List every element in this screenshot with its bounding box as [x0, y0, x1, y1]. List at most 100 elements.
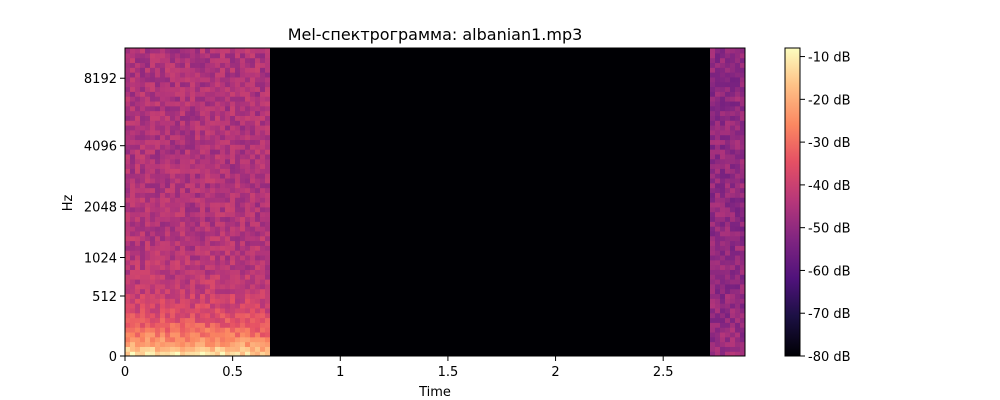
- heatmap-cell: [250, 211, 256, 218]
- heatmap-cell: [310, 327, 316, 333]
- heatmap-cell: [210, 240, 216, 246]
- heatmap-cell: [330, 254, 336, 261]
- heatmap-cell: [195, 322, 201, 328]
- heatmap-cell: [470, 177, 476, 184]
- heatmap-cell: [225, 125, 231, 131]
- heatmap-cell: [355, 96, 361, 102]
- heatmap-cell: [235, 168, 241, 174]
- heatmap-cell: [185, 336, 191, 343]
- heatmap-cell: [360, 197, 366, 203]
- heatmap-cell: [485, 67, 491, 73]
- heatmap-cell: [265, 67, 271, 73]
- heatmap-cell: [505, 293, 511, 299]
- heatmap-cell: [310, 57, 316, 64]
- heatmap-cell: [160, 110, 166, 116]
- heatmap-cell: [465, 288, 471, 295]
- heatmap-cell: [345, 168, 351, 174]
- heatmap-cell: [255, 125, 261, 131]
- heatmap-cell: [390, 235, 396, 242]
- heatmap-cell: [310, 235, 316, 242]
- heatmap-cell: [220, 52, 226, 59]
- heatmap-cell: [180, 129, 186, 136]
- heatmap-cell: [315, 192, 321, 198]
- heatmap-cell: [235, 269, 241, 275]
- heatmap-cell: [170, 245, 176, 251]
- heatmap-cell: [505, 235, 511, 242]
- heatmap-cell: [340, 144, 346, 150]
- heatmap-cell: [300, 216, 306, 222]
- heatmap-cell: [435, 120, 441, 126]
- heatmap-cell: [220, 100, 226, 107]
- heatmap-cell: [495, 274, 501, 280]
- heatmap-cell: [400, 67, 406, 73]
- heatmap-cell: [455, 115, 461, 121]
- heatmap-cell: [385, 182, 391, 189]
- heatmap-cell: [375, 158, 381, 165]
- heatmap-cell: [125, 312, 131, 319]
- heatmap-cell: [500, 298, 506, 304]
- heatmap-cell: [180, 91, 186, 97]
- heatmap-cell: [360, 72, 366, 78]
- heatmap-cell: [400, 62, 406, 68]
- heatmap-cell: [505, 279, 511, 285]
- heatmap-cell: [460, 81, 466, 88]
- heatmap-cell: [295, 115, 301, 121]
- heatmap-cell: [210, 307, 216, 314]
- heatmap-cell: [485, 96, 491, 102]
- heatmap-cell: [280, 52, 286, 59]
- heatmap-cell: [450, 168, 456, 174]
- heatmap-cell: [140, 100, 146, 107]
- heatmap-cell: [425, 341, 431, 347]
- heatmap-cell: [455, 211, 461, 218]
- heatmap-cell: [475, 293, 481, 299]
- heatmap-cell: [245, 303, 251, 309]
- heatmap-cell: [260, 57, 266, 64]
- heatmap-cell: [420, 312, 426, 319]
- heatmap-cell: [480, 120, 486, 126]
- heatmap-cell: [350, 288, 356, 295]
- heatmap-cell: [280, 293, 286, 299]
- heatmap-cell: [485, 346, 491, 352]
- heatmap-cell: [190, 254, 196, 261]
- heatmap-cell: [205, 322, 211, 328]
- heatmap-cell: [165, 211, 171, 218]
- heatmap-cell: [195, 230, 201, 237]
- heatmap-cell: [220, 288, 226, 295]
- heatmap-cell: [315, 211, 321, 218]
- heatmap-cell: [310, 120, 316, 126]
- heatmap-cell: [440, 81, 446, 88]
- heatmap-cell: [160, 283, 166, 290]
- heatmap-cell: [335, 283, 341, 290]
- heatmap-cell: [125, 245, 131, 251]
- heatmap-cell: [505, 197, 511, 203]
- heatmap-cell: [130, 312, 136, 319]
- heatmap-cell: [360, 115, 366, 121]
- heatmap-cell: [155, 250, 161, 256]
- heatmap-cell: [405, 139, 411, 145]
- heatmap-cell: [440, 120, 446, 126]
- heatmap-cell: [290, 250, 296, 256]
- heatmap-cell: [415, 105, 421, 112]
- heatmap-cell: [270, 192, 276, 198]
- heatmap-cell: [175, 62, 181, 68]
- heatmap-cell: [430, 110, 436, 116]
- heatmap-cell: [335, 57, 341, 64]
- heatmap-cell: [440, 226, 446, 232]
- heatmap-cell: [365, 202, 371, 208]
- heatmap-cell: [475, 346, 481, 352]
- heatmap-cell: [470, 96, 476, 102]
- heatmap-cell: [265, 120, 271, 126]
- heatmap-cell: [440, 67, 446, 73]
- heatmap-cell: [370, 336, 376, 343]
- heatmap-cell: [215, 129, 221, 136]
- heatmap-cell: [435, 240, 441, 246]
- heatmap-cell: [495, 115, 501, 121]
- heatmap-cell: [195, 48, 201, 54]
- heatmap-cell: [140, 62, 146, 68]
- heatmap-cell: [400, 288, 406, 295]
- heatmap-cell: [265, 274, 271, 280]
- heatmap-cell: [385, 274, 391, 280]
- heatmap-cell: [360, 96, 366, 102]
- heatmap-cell: [125, 72, 131, 78]
- heatmap-cell: [230, 62, 236, 68]
